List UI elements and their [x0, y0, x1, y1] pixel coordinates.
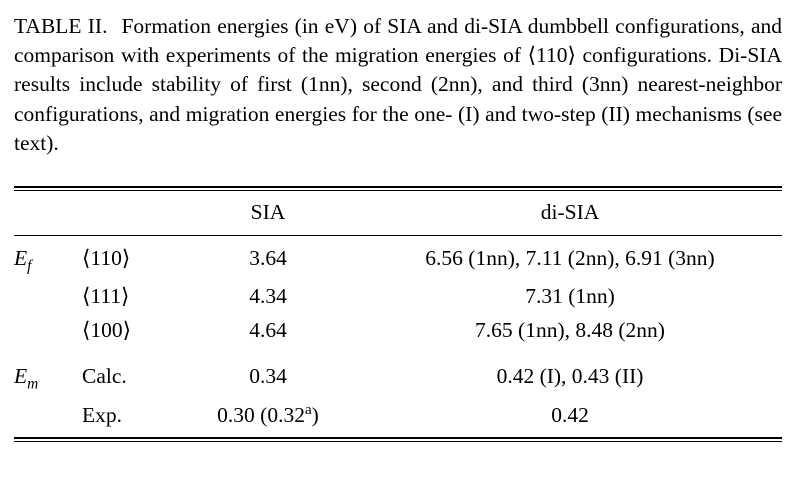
sia-value: 4.64: [249, 317, 287, 342]
row-group-label-ef: Ef: [14, 236, 82, 280]
disia-column-header: di-SIA: [358, 191, 782, 237]
sia-value: 0.30 (0.32a): [178, 397, 358, 432]
sia-value: 0.34: [249, 364, 287, 389]
disia-value: 0.42 (I), 0.43 (II): [496, 364, 644, 389]
sia-value: 4.34: [249, 283, 287, 308]
row-group-label-empty: [14, 313, 82, 347]
config-label: ⟨100⟩: [82, 317, 132, 342]
config-label: Calc.: [82, 364, 127, 389]
table-top-rule: [14, 186, 782, 192]
ef-symbol: E: [14, 246, 28, 271]
empty-header-cell: [14, 191, 82, 237]
row-group-label-empty: [14, 279, 82, 313]
formation-energies-table: SIA di-SIA Ef ⟨110⟩ 3.64 6.56 (1nn), 7.1…: [14, 191, 782, 432]
sia-column-header: SIA: [178, 191, 358, 237]
disia-value: 7.65 (1nn), 8.48 (2nn): [475, 317, 665, 342]
disia-value: 0.42: [551, 402, 589, 427]
ef-subscript: f: [27, 257, 32, 275]
row-group-label-empty: [14, 397, 82, 432]
empty-header-cell: [82, 191, 178, 237]
paper-page: TABLE II. Formation energies (in eV) of S…: [14, 12, 782, 443]
config-label: ⟨110⟩: [82, 246, 131, 271]
footnote-marker-a: a: [304, 401, 312, 418]
table-header-row: SIA di-SIA: [14, 191, 782, 237]
table-row-ef-111: ⟨111⟩ 4.34 7.31 (1nn): [14, 279, 782, 313]
config-label: ⟨111⟩: [82, 283, 130, 308]
table-row-ef-100: ⟨100⟩ 4.64 7.65 (1nn), 8.48 (2nn): [14, 313, 782, 347]
table-caption-text: Formation energies (in eV) of SIA and di…: [14, 14, 782, 155]
disia-value: 6.56 (1nn), 7.11 (2nn), 6.91 (3nn): [425, 246, 715, 271]
table-row-em-exp: Exp. 0.30 (0.32a) 0.42: [14, 397, 782, 432]
table-caption-label: TABLE II.: [14, 14, 108, 38]
table-row-em-calc: Em Calc. 0.34 0.42 (I), 0.43 (II): [14, 347, 782, 397]
table-row-ef-110: Ef ⟨110⟩ 3.64 6.56 (1nn), 7.11 (2nn), 6.…: [14, 236, 782, 280]
table-caption: TABLE II. Formation energies (in eV) of S…: [14, 12, 782, 158]
config-label: Exp.: [82, 402, 123, 427]
disia-value: 7.31 (1nn): [525, 283, 615, 308]
sia-value-close: ): [311, 402, 319, 427]
em-symbol: E: [14, 364, 28, 389]
row-group-label-em: Em: [14, 347, 82, 397]
table-bottom-rule: [14, 437, 782, 443]
sia-value: 3.64: [249, 246, 287, 271]
em-subscript: m: [27, 375, 39, 393]
sia-value-main: 0.30 (0.32: [217, 402, 305, 427]
